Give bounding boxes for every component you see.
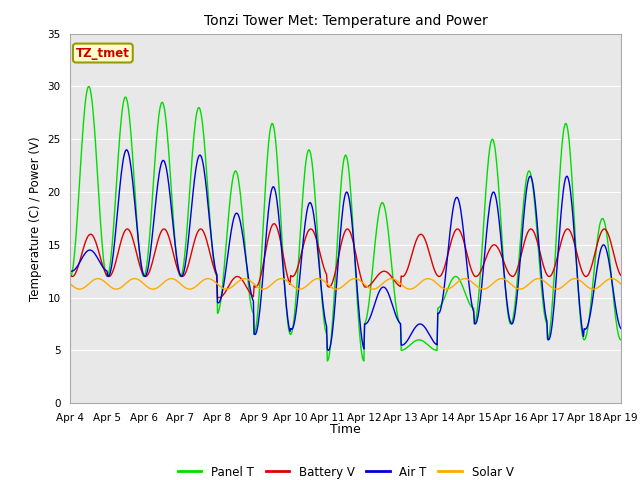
Panel T: [435, 305, 442, 311]
Air T: [281, 288, 289, 294]
Line: Air T: Air T: [70, 150, 621, 350]
Solar V: [131, 276, 139, 281]
X-axis label: Time: Time: [330, 423, 361, 436]
Panel T: [233, 170, 241, 176]
Solar V: [232, 280, 240, 286]
Solar V: [435, 282, 442, 288]
Line: Solar V: Solar V: [70, 278, 621, 289]
Panel T: [323, 358, 331, 364]
Air T: [435, 311, 442, 316]
Battery V: [260, 256, 268, 262]
Air T: [404, 337, 412, 343]
Battery V: [617, 273, 625, 278]
Solar V: [278, 276, 285, 281]
Panel T: [617, 337, 625, 343]
Title: Tonzi Tower Met: Temperature and Power: Tonzi Tower Met: Temperature and Power: [204, 14, 488, 28]
Battery V: [270, 221, 278, 227]
Battery V: [215, 295, 223, 300]
Panel T: [132, 201, 140, 206]
Solar V: [281, 276, 289, 282]
Battery V: [233, 274, 241, 279]
Battery V: [131, 244, 139, 250]
Air T: [260, 258, 268, 264]
Battery V: [404, 266, 412, 272]
Panel T: [281, 287, 289, 292]
Text: TZ_tmet: TZ_tmet: [76, 47, 130, 60]
Panel T: [85, 84, 93, 89]
Air T: [67, 268, 74, 274]
Line: Battery V: Battery V: [70, 224, 621, 298]
Battery V: [435, 274, 442, 279]
Air T: [122, 147, 130, 153]
Panel T: [260, 206, 268, 212]
Air T: [324, 348, 332, 353]
Battery V: [67, 273, 74, 278]
Solar V: [67, 281, 74, 287]
Battery V: [282, 265, 289, 271]
Solar V: [617, 281, 625, 287]
Solar V: [260, 286, 268, 292]
Panel T: [67, 274, 74, 279]
Air T: [233, 210, 241, 216]
Air T: [617, 325, 625, 331]
Legend: Panel T, Battery V, Air T, Solar V: Panel T, Battery V, Air T, Solar V: [173, 461, 518, 480]
Air T: [132, 210, 140, 216]
Solar V: [406, 286, 413, 292]
Solar V: [403, 286, 411, 291]
Y-axis label: Temperature (C) / Power (V): Temperature (C) / Power (V): [29, 136, 42, 300]
Line: Panel T: Panel T: [70, 86, 621, 361]
Panel T: [404, 344, 412, 350]
